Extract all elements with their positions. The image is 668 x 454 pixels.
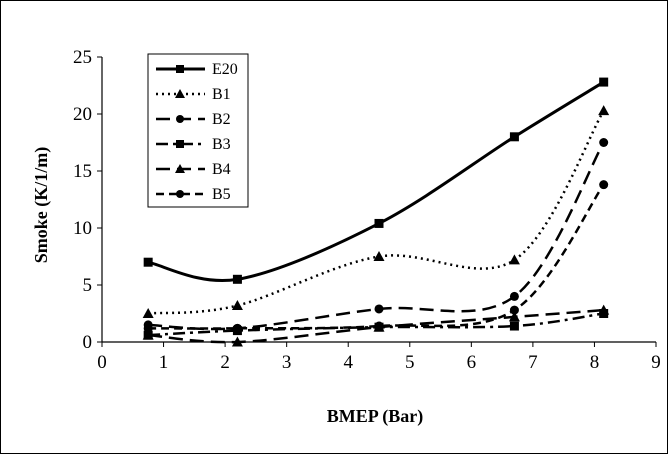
data-point-b5 bbox=[232, 323, 242, 333]
data-point-b4 bbox=[598, 304, 610, 315]
data-point-b1 bbox=[231, 300, 243, 311]
y-tick-label: 0 bbox=[83, 332, 93, 353]
data-point-b2 bbox=[599, 138, 609, 147]
legend-label-b3: B3 bbox=[212, 136, 231, 153]
legend-marker-b2 bbox=[176, 115, 184, 123]
legend-label-b1: B1 bbox=[212, 86, 231, 103]
y-tick-label: 5 bbox=[83, 275, 93, 296]
series-e20 bbox=[143, 77, 609, 284]
x-tick-label: 7 bbox=[528, 352, 538, 373]
series-b1 bbox=[142, 105, 610, 318]
data-point-b1 bbox=[373, 251, 385, 261]
legend-label-b5: B5 bbox=[212, 186, 231, 203]
legend-box bbox=[147, 53, 249, 208]
plot-area bbox=[142, 77, 610, 347]
data-point-b5 bbox=[599, 180, 609, 190]
data-point-e20 bbox=[143, 257, 153, 267]
legend-marker-b4 bbox=[175, 164, 185, 173]
legend-marker-e20 bbox=[176, 65, 184, 73]
x-axis-title: BMEP (Bar) bbox=[327, 406, 424, 427]
data-point-b1 bbox=[598, 105, 610, 116]
data-point-b3 bbox=[509, 321, 519, 331]
data-point-e20 bbox=[599, 77, 609, 87]
data-point-b1 bbox=[142, 308, 154, 318]
legend: E20 B1 B2 B3 B4 B5 bbox=[147, 53, 249, 208]
x-tick-label: 4 bbox=[343, 352, 353, 373]
series-line-b1 bbox=[148, 109, 605, 315]
data-point-b5 bbox=[374, 321, 384, 331]
x-tick-label: 3 bbox=[282, 352, 292, 373]
data-point-b4 bbox=[231, 336, 243, 347]
legend-label-e20: E20 bbox=[212, 61, 238, 78]
x-tick-label: 1 bbox=[159, 352, 169, 373]
series-line-b5 bbox=[148, 183, 605, 330]
data-point-e20 bbox=[509, 132, 519, 142]
data-point-e20 bbox=[374, 218, 384, 228]
x-tick-label: 2 bbox=[220, 352, 230, 373]
y-tick-label: 15 bbox=[73, 161, 92, 182]
legend-label-b4: B4 bbox=[212, 161, 231, 178]
data-point-b2 bbox=[374, 304, 384, 314]
legend-marker-b5 bbox=[176, 190, 184, 198]
legend-marker-b3 bbox=[176, 140, 184, 148]
data-point-b2 bbox=[509, 291, 519, 301]
data-point-b5 bbox=[143, 323, 153, 333]
x-tick-label: 5 bbox=[405, 352, 415, 373]
y-axis-title: Smoke (K/1/m) bbox=[31, 147, 52, 264]
x-tick-label: 9 bbox=[651, 352, 661, 373]
data-point-e20 bbox=[232, 274, 242, 284]
legend-label-b2: B2 bbox=[212, 111, 231, 128]
series-b5 bbox=[143, 180, 609, 333]
y-tick-label: 10 bbox=[73, 218, 92, 239]
axes: 0 1 2 3 4 5 6 7 8 9 0 5 10 15 20 25 bbox=[73, 47, 661, 373]
y-tick-label: 20 bbox=[73, 104, 92, 125]
y-tick-label: 25 bbox=[73, 47, 92, 68]
data-point-b1 bbox=[508, 254, 520, 265]
data-point-b5 bbox=[509, 305, 519, 315]
x-tick-label: 0 bbox=[97, 352, 107, 373]
data-point-b4 bbox=[508, 311, 520, 322]
x-tick-label: 8 bbox=[590, 352, 600, 373]
data-point-b4 bbox=[142, 329, 154, 340]
legend-marker-b1 bbox=[175, 89, 185, 98]
x-tick-label: 6 bbox=[467, 352, 477, 373]
